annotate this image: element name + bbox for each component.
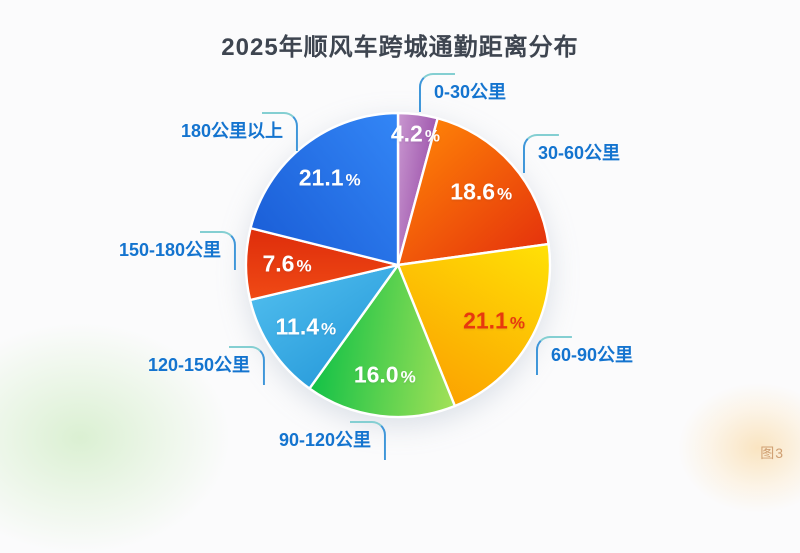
- callout-label-120-150km: 120-150公里: [147, 346, 266, 385]
- slice-value: 21.1: [463, 307, 508, 334]
- callout-label-180km-plus: 180公里以上: [180, 112, 299, 151]
- callout-label-text: 120-150公里: [147, 355, 251, 375]
- slice-value-label-6: 21.1%: [299, 166, 361, 189]
- chart-card: 图3 2025年顺风车跨城通勤距离分布 4.2% 18.6% 21.1% 16.0% 1…: [0, 34, 800, 553]
- slice-value-label-0: 4.2%: [391, 122, 440, 145]
- callout-label-text: 90-120公里: [278, 430, 372, 450]
- pie-slice-1[interactable]: [396, 117, 550, 267]
- percent-sign: %: [497, 184, 513, 204]
- pie-slice-2[interactable]: [396, 242, 552, 408]
- percent-sign: %: [424, 126, 440, 146]
- slice-value: 16.0: [353, 361, 399, 388]
- figure-number-watermark: 图3: [760, 445, 784, 461]
- percent-sign: %: [400, 367, 416, 387]
- pie-slice-4[interactable]: [248, 263, 400, 390]
- slice-value: 18.6: [450, 178, 496, 205]
- callout-label-text: 30-60公里: [537, 143, 621, 163]
- slice-value: 4.2: [390, 120, 423, 147]
- percent-sign: %: [321, 319, 337, 339]
- callout-label-0-30km: 0-30公里: [418, 73, 507, 112]
- slice-value: 11.4: [275, 313, 320, 340]
- slice-value: 21.1: [298, 164, 344, 191]
- slice-value-label-3: 16.0%: [353, 361, 416, 388]
- slice-value-label-2: 21.1%: [463, 309, 525, 332]
- slice-value-label-1: 18.6%: [450, 180, 512, 203]
- callout-label-text: 0-30公里: [433, 82, 507, 102]
- pie-slice-3[interactable]: [308, 263, 457, 419]
- percent-sign: %: [296, 256, 312, 276]
- callout-label-150-180km: 150-180公里: [118, 231, 237, 270]
- slice-value: 7.6: [262, 250, 295, 277]
- slice-value-label-5: 7.6%: [262, 250, 312, 277]
- slice-value-label-4: 11.4%: [276, 315, 337, 338]
- pie-chart: 4.2% 18.6% 21.1% 16.0% 11.4% 7.6% 21.1%: [244, 111, 552, 419]
- callout-label-text: 180公里以上: [180, 121, 284, 141]
- percent-sign: %: [509, 313, 525, 333]
- callout-label-90-120km: 90-120公里: [278, 421, 387, 460]
- callout-label-60-90km: 60-90公里: [535, 336, 634, 375]
- pie-slice-6[interactable]: [249, 111, 400, 267]
- callout-label-text: 150-180公里: [118, 240, 222, 260]
- chart-title: 2025年顺风车跨城通勤距离分布: [221, 34, 579, 61]
- callout-label-30-60km: 30-60公里: [522, 134, 621, 173]
- percent-sign: %: [345, 170, 361, 190]
- callout-label-text: 60-90公里: [550, 345, 634, 365]
